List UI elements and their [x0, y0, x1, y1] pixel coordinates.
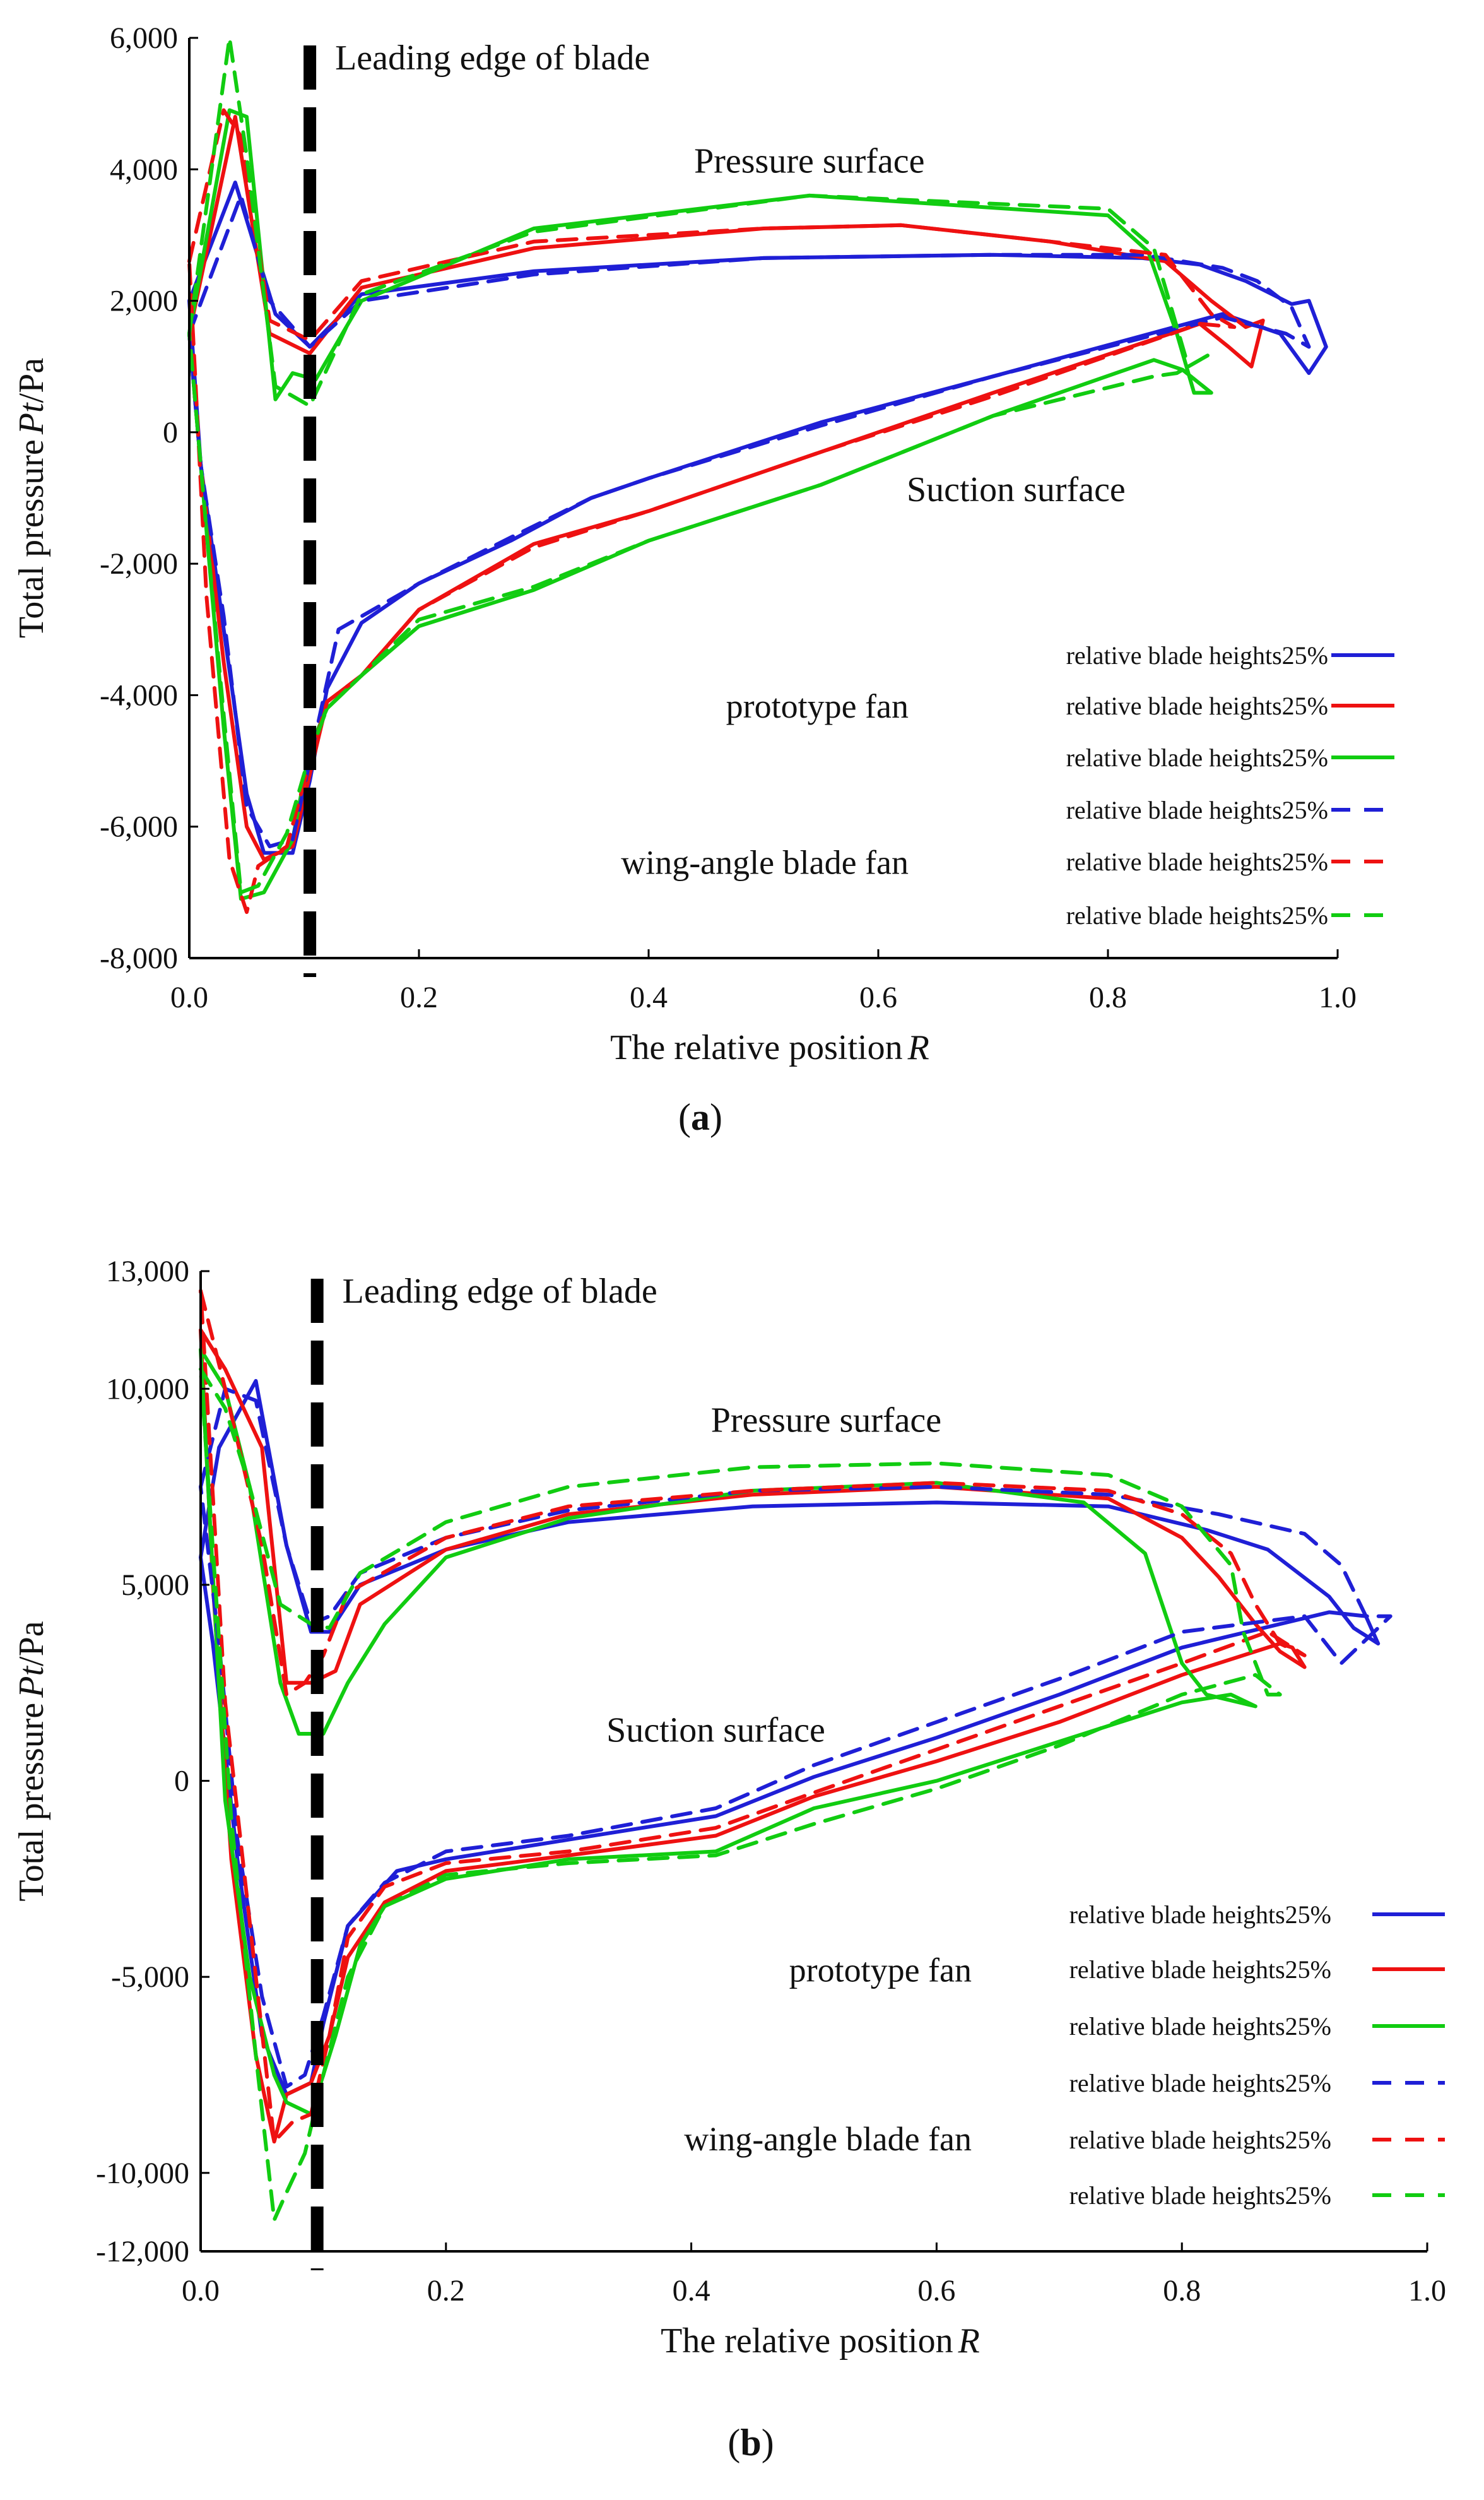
- annotation-pressure-surface: Pressure surface: [711, 1401, 941, 1440]
- legend-entry-label: relative blade heights25%: [1066, 692, 1328, 720]
- y-axis-title-text: Total pressure: [12, 439, 51, 638]
- legend-entry-label: relative blade heights25%: [1066, 848, 1328, 876]
- y-axis-title-text: Total pressure: [12, 1703, 51, 1902]
- x-tick-label: 0.4: [673, 2274, 710, 2307]
- legend-entry-label: relative blade heights25%: [1069, 1955, 1331, 1984]
- series-line-wing-angle-3: [187, 193, 1311, 848]
- y-axis-title: Total pressure Pt/Pa: [12, 358, 51, 638]
- legend-entry-label: relative blade heights25%: [1069, 1900, 1331, 1929]
- annotation-pressure-surface: Pressure surface: [694, 141, 924, 181]
- y-tick-label: -4,000: [100, 678, 178, 712]
- x-tick-label: 0.4: [630, 981, 668, 1014]
- y-tick-label: 10,000: [106, 1372, 189, 1406]
- x-tick-label: 0.6: [859, 981, 897, 1014]
- x-tick-label: 0.8: [1163, 2274, 1201, 2307]
- y-tick-label: 13,000: [106, 1255, 189, 1288]
- legend-entry-label: relative blade heights25%: [1069, 2181, 1331, 2210]
- y-axis-unit: /Pa: [12, 358, 51, 403]
- x-axis-variable: R: [958, 2321, 980, 2361]
- legend-entry-label: relative blade heights25%: [1066, 641, 1328, 670]
- legend-entry-label: relative blade heights25%: [1066, 743, 1328, 772]
- chart-panel-a: Leading edge of blade 0.0 0.2 0.4 0.6 0.8 1.0 -…: [12, 21, 1394, 1138]
- leading-edge-label: Leading edge of blade: [343, 1272, 657, 1311]
- x-tick-label: 1.0: [1319, 981, 1357, 1014]
- panel-label-open-paren: (: [678, 1096, 691, 1138]
- legend-entry-label: relative blade heights25%: [1066, 901, 1328, 930]
- panel-label-close-paren: ): [762, 2422, 774, 2463]
- x-tick-label: 0.2: [427, 2274, 465, 2307]
- legend-group-prototype-fan: prototype fan: [789, 1952, 972, 1989]
- x-tick-label: 1.0: [1408, 2274, 1446, 2307]
- y-tick-label: -6,000: [100, 810, 178, 844]
- y-tick-label: -5,000: [111, 1960, 189, 1994]
- x-tick-label: 0.2: [400, 981, 438, 1014]
- legend-entry-label: relative blade heights25%: [1066, 796, 1328, 824]
- panel-label-close-paren: ): [710, 1096, 722, 1138]
- y-tick-label: 4,000: [110, 153, 178, 186]
- y-axis-unit: /Pa: [12, 1621, 51, 1666]
- annotation-suction-surface: Suction surface: [606, 1710, 825, 1750]
- x-axis-title: The relative position R: [610, 1028, 929, 1067]
- x-axis-title: The relative position R: [661, 2321, 980, 2361]
- panel-label-letter: b: [740, 2422, 761, 2463]
- y-tick-label: -10,000: [96, 2157, 189, 2190]
- x-axis-title-text: The relative position: [610, 1028, 902, 1067]
- legend-group-wing-angle-blade-fan: wing-angle blade fan: [621, 844, 909, 882]
- panel-label-letter: a: [691, 1096, 710, 1138]
- legend-entry-label: relative blade heights25%: [1069, 2126, 1331, 2154]
- chart-panel-b: Leading edge of blade 0.0 0.2 0.4 0.6 0.8 1.0 -…: [12, 1255, 1446, 2463]
- y-tick-label: 5,000: [121, 1568, 189, 1602]
- legend-entry-label: relative blade heights25%: [1069, 2069, 1331, 2097]
- y-tick-label: -8,000: [100, 942, 178, 975]
- series-line-wing-angle-5: [199, 1367, 1282, 2222]
- y-tick-label: 0: [163, 416, 178, 449]
- y-tick-label: -12,000: [96, 2235, 189, 2268]
- annotation-suction-surface: Suction surface: [907, 470, 1126, 509]
- legend-entry-label: relative blade heights25%: [1069, 2012, 1331, 2041]
- y-tick-label: 0: [174, 1765, 189, 1798]
- legend-group-prototype-fan: prototype fan: [726, 687, 909, 725]
- y-axis-variable: Pt: [12, 1666, 51, 1698]
- y-tick-label: 2,000: [110, 285, 178, 318]
- x-axis-variable: R: [907, 1028, 929, 1067]
- y-axis-variable: Pt: [12, 402, 51, 435]
- x-tick-label: 0.0: [170, 981, 208, 1014]
- legend-group-wing-angle-blade-fan: wing-angle blade fan: [684, 2120, 972, 2158]
- series-line-wing-angle-5: [187, 36, 1213, 894]
- x-tick-label: 0.6: [917, 2274, 955, 2307]
- y-axis-title: Total pressure Pt/Pa: [12, 1621, 51, 1901]
- series-line-wing-angle-4: [199, 1289, 1307, 2144]
- panel-label: (b): [727, 2422, 774, 2463]
- x-axis-title-text: The relative position: [661, 2321, 953, 2361]
- y-tick-label: 6,000: [110, 21, 178, 55]
- panel-label-open-paren: (: [727, 2422, 740, 2463]
- y-tick-label: -2,000: [100, 547, 178, 581]
- x-tick-label: 0.8: [1089, 981, 1127, 1014]
- x-tick-label: 0.0: [182, 2274, 220, 2307]
- panel-label: (a): [678, 1096, 722, 1138]
- leading-edge-label: Leading edge of blade: [335, 39, 650, 78]
